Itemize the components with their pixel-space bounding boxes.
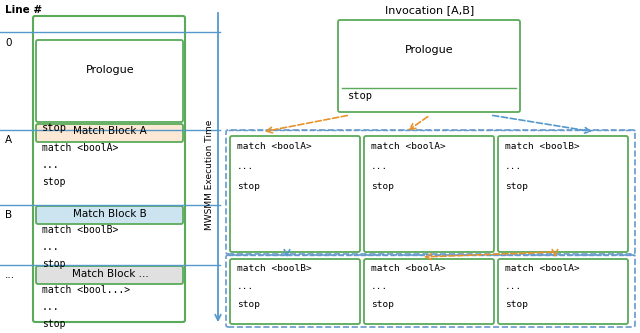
- Text: stop: stop: [42, 123, 67, 133]
- Text: Match Block A: Match Block A: [73, 126, 147, 136]
- Text: 0: 0: [5, 38, 12, 48]
- Text: stop: stop: [505, 300, 528, 309]
- Text: A: A: [5, 135, 12, 145]
- Text: Invocation [A,B]: Invocation [A,B]: [385, 5, 475, 15]
- Text: ...: ...: [42, 242, 60, 252]
- Text: match <boolA>: match <boolA>: [371, 264, 445, 273]
- Text: ...: ...: [237, 282, 254, 291]
- Text: match <boolA>: match <boolA>: [371, 142, 445, 151]
- Text: match <boolA>: match <boolA>: [505, 264, 580, 273]
- Text: ...: ...: [505, 162, 522, 171]
- Text: Prologue: Prologue: [86, 65, 134, 75]
- Text: match <boolB>: match <boolB>: [42, 225, 118, 235]
- Text: ...: ...: [42, 302, 60, 312]
- FancyBboxPatch shape: [36, 206, 183, 224]
- Text: Prologue: Prologue: [404, 45, 453, 55]
- Text: ...: ...: [371, 162, 388, 171]
- Text: match <boolB>: match <boolB>: [505, 142, 580, 151]
- Text: stop: stop: [237, 182, 260, 191]
- Text: ...: ...: [371, 282, 388, 291]
- Text: stop: stop: [348, 91, 373, 101]
- Text: ...: ...: [42, 160, 60, 170]
- Text: match <bool...>: match <bool...>: [42, 285, 130, 295]
- Text: Match Block ...: Match Block ...: [72, 269, 148, 279]
- Text: stop: stop: [371, 300, 394, 309]
- Text: Match Block B: Match Block B: [73, 209, 147, 219]
- FancyBboxPatch shape: [36, 124, 183, 142]
- Text: B: B: [5, 210, 12, 220]
- FancyBboxPatch shape: [36, 266, 183, 284]
- Text: stop: stop: [42, 259, 65, 269]
- Text: stop: stop: [42, 319, 65, 329]
- Text: ...: ...: [5, 270, 15, 280]
- Text: stop: stop: [371, 182, 394, 191]
- Text: match <boolA>: match <boolA>: [237, 142, 312, 151]
- Text: match <boolA>: match <boolA>: [42, 143, 118, 153]
- Text: Line #: Line #: [5, 5, 42, 15]
- Text: match <boolB>: match <boolB>: [237, 264, 312, 273]
- Text: stop: stop: [42, 177, 65, 187]
- Text: ...: ...: [505, 282, 522, 291]
- Text: ...: ...: [237, 162, 254, 171]
- Text: MWSMM Execution Time: MWSMM Execution Time: [205, 120, 214, 230]
- Text: stop: stop: [237, 300, 260, 309]
- Text: stop: stop: [505, 182, 528, 191]
